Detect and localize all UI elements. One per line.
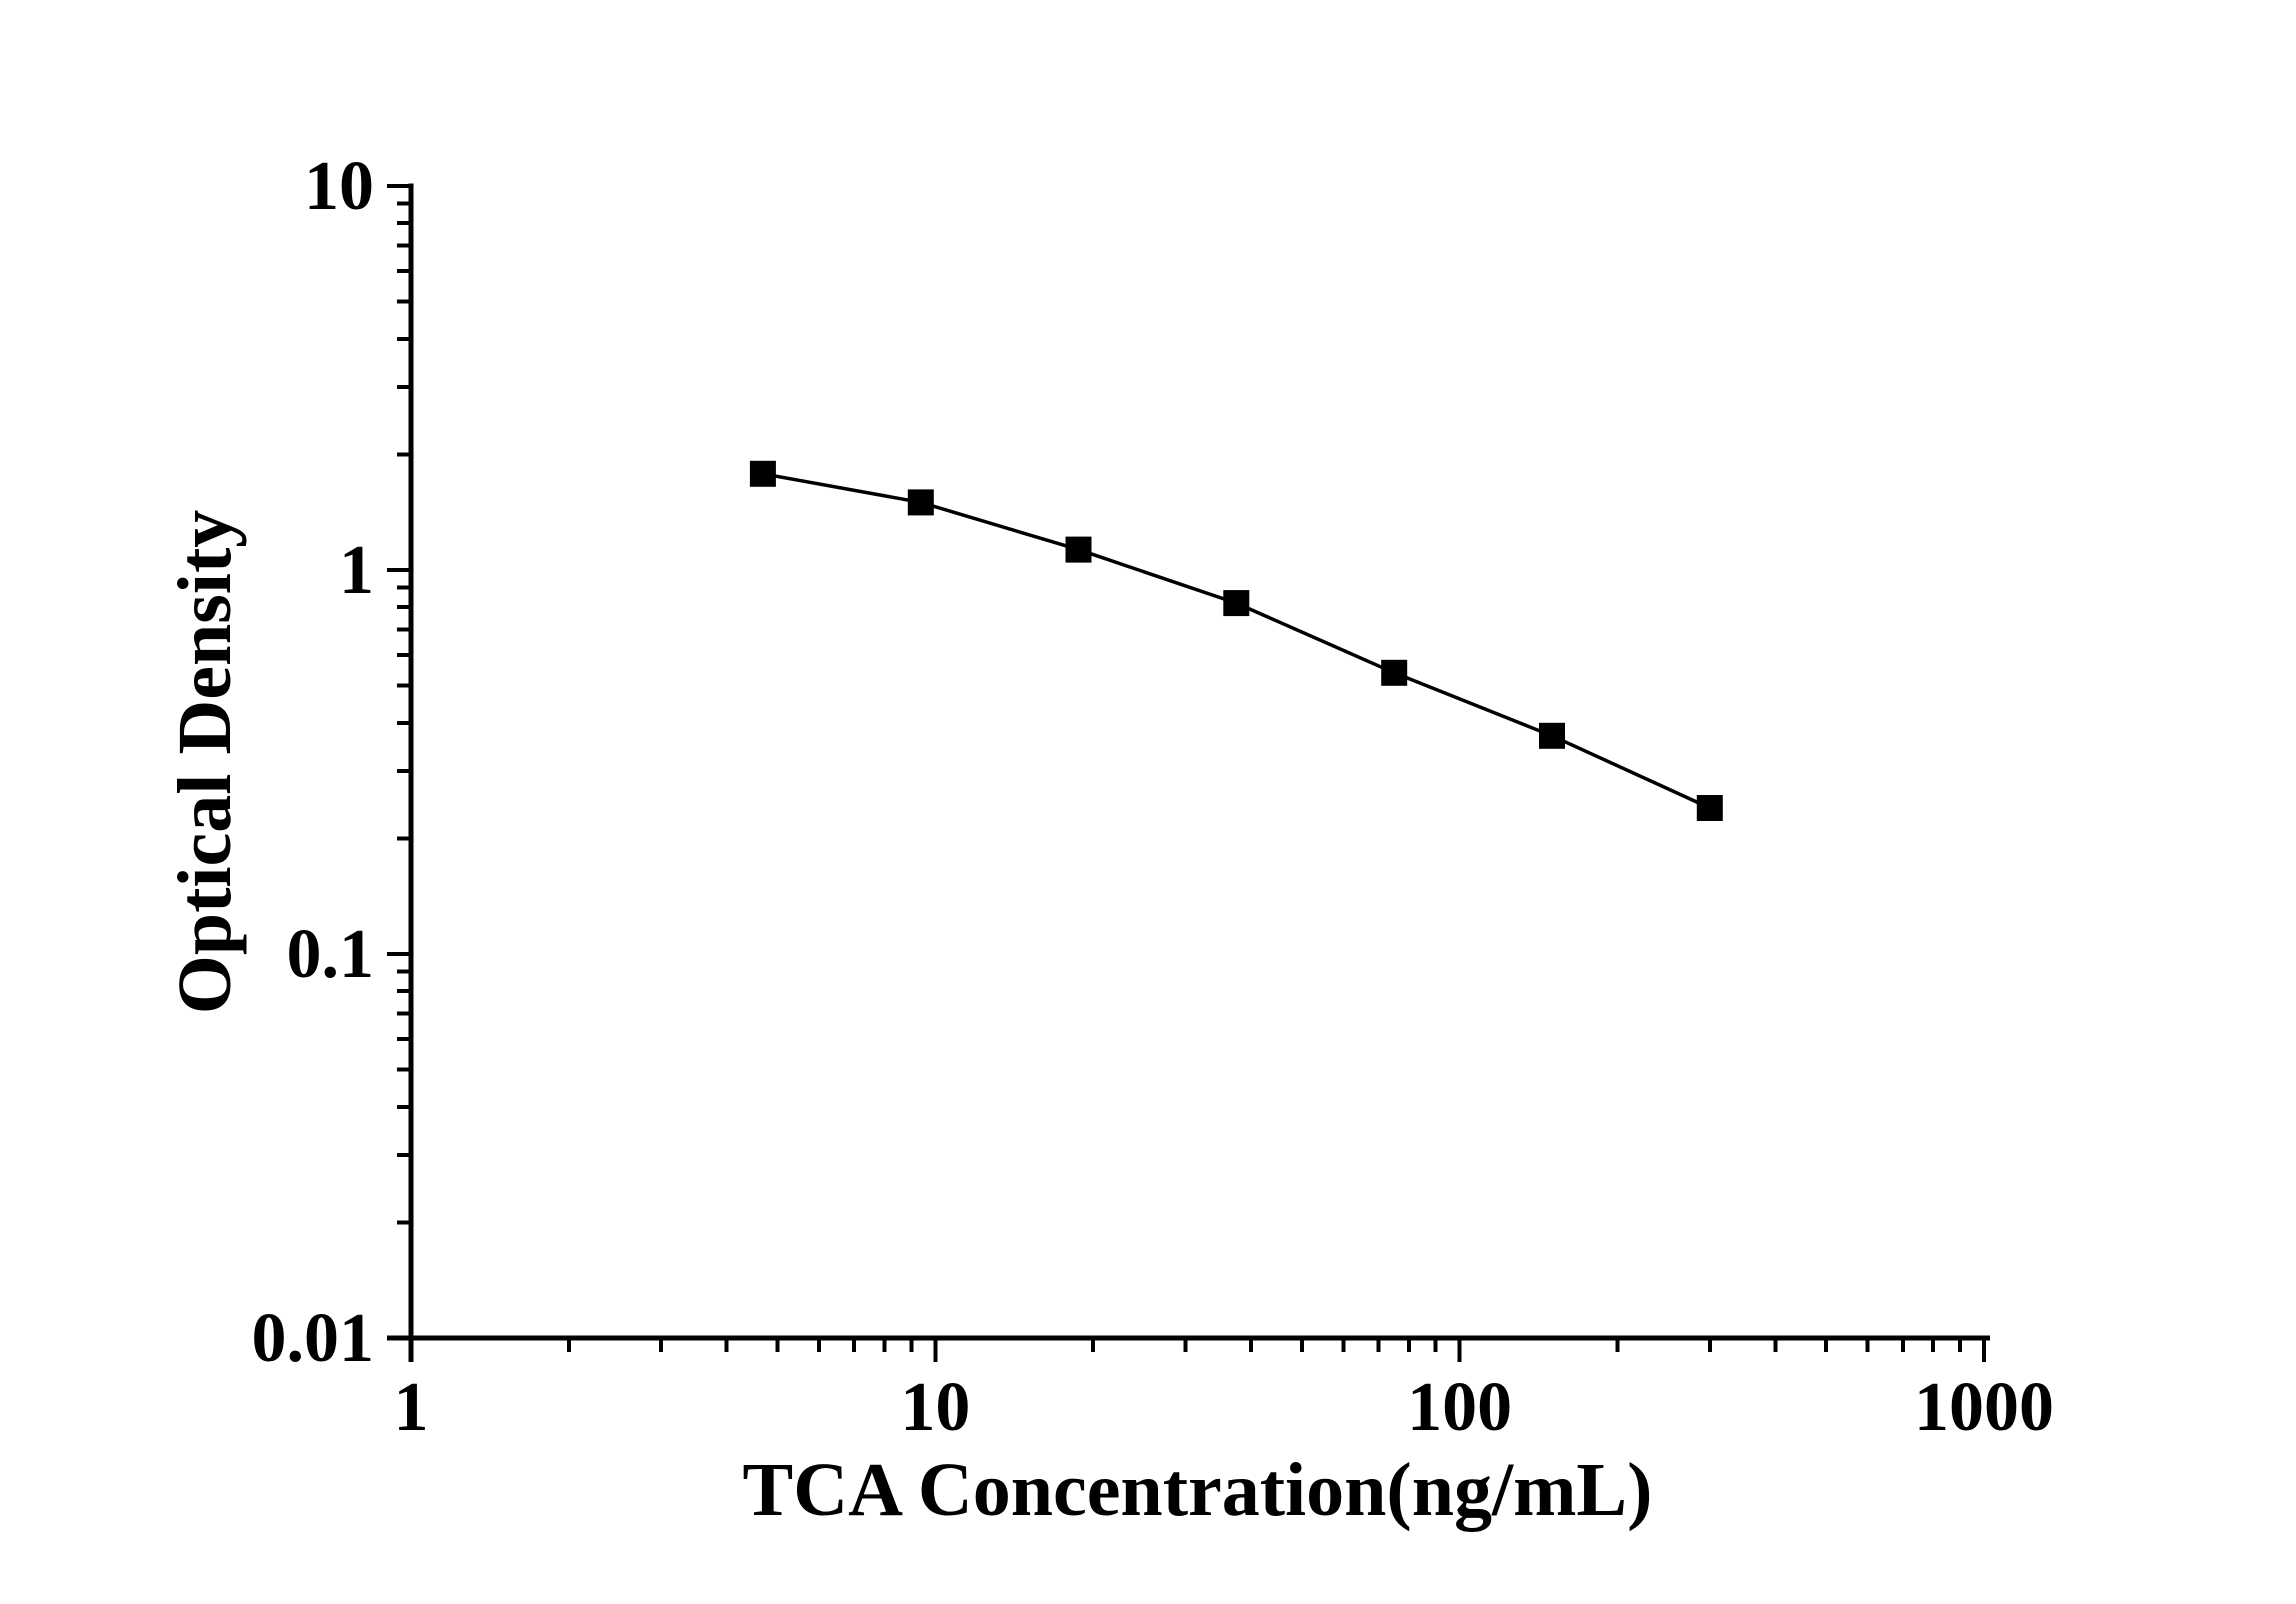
data-point-marker [1696, 795, 1723, 821]
y-tick-label: 1 [339, 532, 374, 609]
data-point-marker [1223, 590, 1250, 617]
x-tick-label: 1 [394, 1369, 429, 1446]
ticks-group [387, 184, 1986, 1362]
data-point-marker [749, 460, 776, 487]
data-point-marker [907, 489, 934, 516]
x-tick-label: 10 [900, 1369, 970, 1446]
x-tick-label: 100 [1407, 1369, 1512, 1446]
tick-labels-group: 1 10 100 1000 0.01 0.1 1 10 [252, 148, 2055, 1446]
y-tick-label: 0.01 [252, 1300, 375, 1377]
data-point-marker [1381, 659, 1408, 686]
data-point-marker [1065, 536, 1092, 563]
data-point-marker [1539, 722, 1565, 749]
x-axis-title: TCA Concentration(ng/mL) [743, 1448, 1653, 1532]
y-tick-label: 10 [304, 148, 374, 225]
y-axis-title: Optical Density [163, 510, 247, 1015]
axes-group [387, 183, 1990, 1362]
data-points-group [749, 460, 1723, 821]
data-curve [762, 472, 1711, 810]
y-tick-label: 0.1 [287, 916, 375, 993]
x-tick-label: 1000 [1914, 1369, 2054, 1446]
